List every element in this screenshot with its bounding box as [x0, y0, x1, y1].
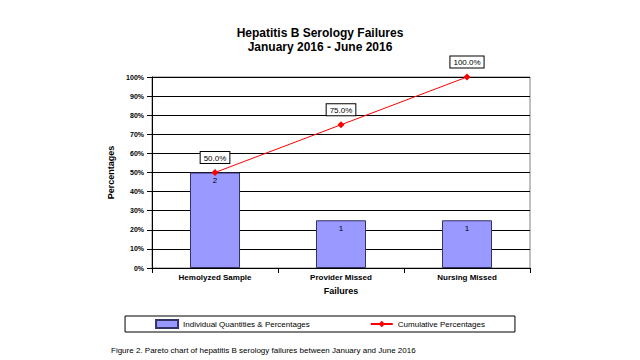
svg-text:Hemolyzed Sample: Hemolyzed Sample — [179, 273, 252, 282]
svg-text:90%: 90% — [130, 93, 145, 100]
svg-text:50.0%: 50.0% — [204, 154, 227, 163]
svg-text:60%: 60% — [130, 150, 145, 157]
svg-text:Figure 2. Pareto chart of hepa: Figure 2. Pareto chart of hepatitis B se… — [111, 346, 416, 355]
svg-text:Nursing Missed: Nursing Missed — [437, 273, 497, 282]
svg-text:Hepatitis B Serology Failures: Hepatitis B Serology Failures — [237, 26, 404, 40]
svg-text:2: 2 — [213, 176, 218, 185]
svg-text:1: 1 — [465, 224, 470, 233]
svg-text:70%: 70% — [130, 131, 145, 138]
svg-text:30%: 30% — [130, 207, 145, 214]
svg-text:40%: 40% — [130, 188, 145, 195]
svg-text:0%: 0% — [134, 265, 145, 272]
svg-text:Failures: Failures — [324, 286, 359, 296]
svg-text:80%: 80% — [130, 112, 145, 119]
svg-text:75.0%: 75.0% — [330, 106, 353, 115]
svg-text:Cumulative Percentages: Cumulative Percentages — [398, 320, 485, 329]
svg-text:100%: 100% — [126, 74, 145, 81]
svg-text:20%: 20% — [130, 226, 145, 233]
svg-text:Percentages: Percentages — [106, 146, 116, 200]
svg-text:Provider Missed: Provider Missed — [310, 273, 372, 282]
svg-text:Individual Quantities & Percen: Individual Quantities & Percentages — [183, 320, 310, 329]
svg-text:50%: 50% — [130, 169, 145, 176]
svg-text:1: 1 — [339, 224, 344, 233]
svg-text:January 2016 - June 2016: January 2016 - June 2016 — [248, 40, 393, 54]
svg-text:10%: 10% — [130, 245, 145, 252]
svg-text:100.0%: 100.0% — [453, 58, 480, 67]
